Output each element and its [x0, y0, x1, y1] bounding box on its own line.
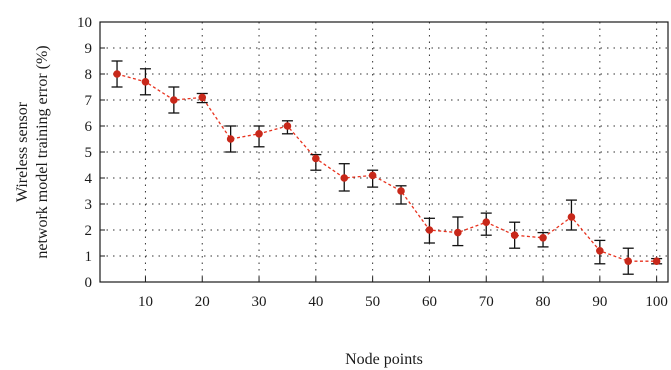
- y-tick-label: 7: [85, 93, 93, 109]
- data-point: [368, 171, 377, 180]
- data-point: [226, 135, 235, 143]
- data-point: [255, 130, 263, 138]
- data-point: [397, 187, 405, 195]
- data-point: [539, 234, 547, 242]
- y-tick-label: 9: [85, 41, 93, 57]
- data-point: [482, 218, 491, 226]
- data-point: [454, 228, 462, 237]
- x-tick-label: 100: [645, 294, 668, 310]
- x-tick-label: 40: [308, 294, 323, 310]
- data-point: [652, 257, 661, 266]
- x-tick-label: 30: [252, 294, 267, 310]
- y-tick-label: 8: [85, 67, 93, 83]
- data-point: [198, 93, 207, 102]
- y-tick-label: 10: [77, 15, 92, 31]
- data-point: [567, 213, 576, 221]
- data-point: [141, 78, 150, 86]
- data-point: [113, 70, 121, 78]
- y-tick-label: 3: [85, 197, 93, 213]
- y-tick-label: 0: [85, 275, 93, 291]
- x-tick-label: 90: [592, 294, 607, 310]
- x-tick-label: 10: [138, 294, 153, 310]
- series-line: [116, 73, 657, 262]
- data-point: [170, 96, 178, 104]
- data-point: [510, 231, 519, 239]
- y-tick-label: 5: [85, 145, 93, 161]
- x-tick-label: 20: [195, 294, 210, 310]
- data-point: [340, 174, 349, 182]
- data-point: [624, 257, 633, 266]
- y-axis-ticks: 0 1 2 3 4 5 6 7 8 9 10: [77, 15, 105, 291]
- data-point: [425, 226, 434, 234]
- grid-lines: [100, 22, 668, 282]
- series-layer: [111, 60, 663, 275]
- x-axis-label: Node points: [345, 351, 423, 368]
- x-tick-label: 60: [422, 294, 437, 310]
- y-tick-label: 1: [85, 249, 93, 265]
- x-tick-label: 50: [365, 294, 380, 310]
- data-point: [283, 122, 292, 130]
- y-tick-label: 6: [85, 119, 93, 135]
- y-axis-label-line-1: Wireless sensor: [14, 101, 31, 202]
- x-axis-ticks: 10 20 30 40 50 60 70 80 90 100: [138, 277, 668, 310]
- data-point: [312, 154, 320, 163]
- x-tick-label: 80: [536, 294, 551, 310]
- data-point: [596, 247, 604, 255]
- y-tick-label: 2: [85, 223, 93, 239]
- x-tick-label: 70: [479, 294, 494, 310]
- y-axis-label-line-2: network model training error (%): [34, 45, 51, 258]
- y-tick-label: 4: [85, 171, 93, 187]
